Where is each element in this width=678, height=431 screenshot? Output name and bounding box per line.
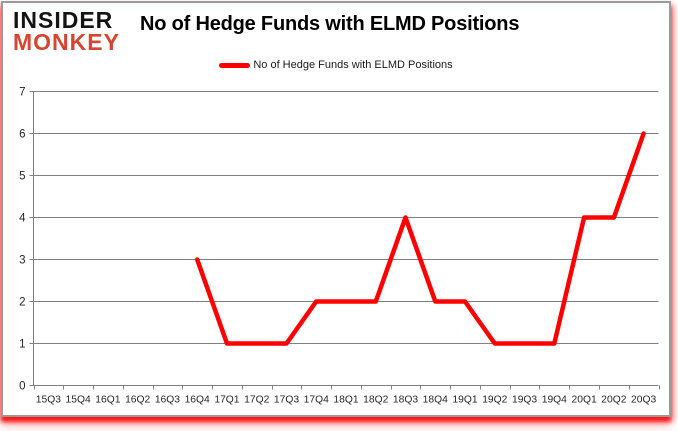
svg-text:7: 7: [19, 87, 25, 99]
legend-line-swatch: [219, 62, 251, 68]
axes: [29, 91, 660, 390]
svg-text:19Q4: 19Q4: [542, 395, 567, 406]
legend-label: No of Hedge Funds with ELMD Positions: [253, 59, 453, 71]
svg-text:19Q1: 19Q1: [452, 395, 477, 406]
svg-text:20Q2: 20Q2: [601, 395, 626, 406]
svg-text:20Q1: 20Q1: [571, 395, 596, 406]
svg-text:1: 1: [19, 339, 25, 351]
svg-text:18Q2: 18Q2: [363, 395, 388, 406]
svg-text:4: 4: [19, 213, 26, 225]
svg-text:5: 5: [19, 171, 25, 183]
svg-text:18Q1: 18Q1: [333, 395, 358, 406]
svg-text:3: 3: [19, 255, 25, 267]
svg-text:15Q3: 15Q3: [36, 395, 61, 406]
svg-text:18Q3: 18Q3: [393, 395, 418, 406]
svg-text:17Q4: 17Q4: [304, 395, 329, 406]
svg-text:16Q3: 16Q3: [155, 395, 180, 406]
svg-text:16Q4: 16Q4: [185, 395, 210, 406]
insider-monkey-logo: INSIDER MONKEY: [13, 7, 120, 55]
svg-text:17Q1: 17Q1: [214, 395, 239, 406]
svg-text:16Q2: 16Q2: [125, 395, 150, 406]
svg-text:16Q1: 16Q1: [95, 395, 120, 406]
data-line: [194, 131, 646, 346]
y-tick-labels: 0 1 2 3 4 5 6 7: [19, 87, 26, 393]
svg-text:19Q3: 19Q3: [512, 395, 537, 406]
legend: No of Hedge Funds with ELMD Positions: [3, 59, 669, 71]
svg-text:17Q3: 17Q3: [274, 395, 299, 406]
svg-text:6: 6: [19, 129, 25, 141]
line-chart: 0 1 2 3 4 5 6 7 15Q3 15Q4 16Q1 16Q2 16Q3 16Q4 17Q1 17Q2…: [19, 87, 660, 406]
logo-text-monkey: MONKEY: [13, 28, 120, 55]
svg-text:20Q3: 20Q3: [631, 395, 656, 406]
chart-panel: INSIDER MONKEY No of Hedge Funds with EL…: [1, 1, 671, 417]
chart-title: No of Hedge Funds with ELMD Positions: [140, 13, 520, 35]
logo-text-insider: INSIDER: [13, 7, 114, 33]
svg-text:19Q2: 19Q2: [482, 395, 507, 406]
svg-text:18Q4: 18Q4: [423, 395, 448, 406]
x-tick-labels: 15Q3 15Q4 16Q1 16Q2 16Q3 16Q4 17Q1 17Q2 17Q3 17Q4…: [36, 395, 657, 406]
svg-text:2: 2: [19, 297, 25, 309]
svg-text:15Q4: 15Q4: [66, 395, 91, 406]
svg-text:17Q2: 17Q2: [244, 395, 269, 406]
svg-text:0: 0: [19, 381, 25, 393]
